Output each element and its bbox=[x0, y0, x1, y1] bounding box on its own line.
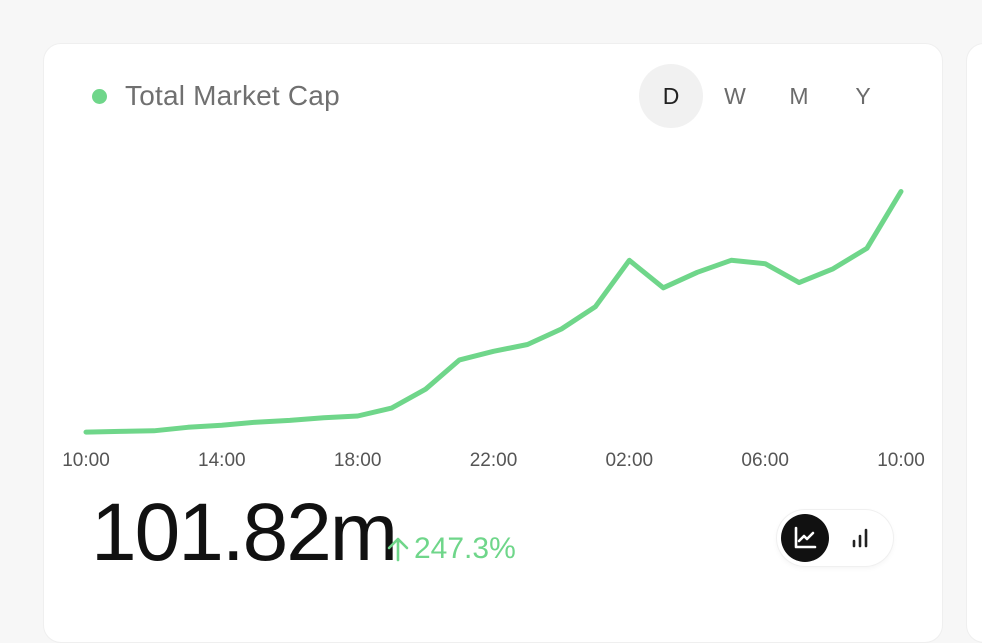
x-tick-label: 02:00 bbox=[606, 450, 654, 471]
x-tick-label: 14:00 bbox=[198, 450, 246, 471]
line-chart: 10:00 14:00 18:00 22:00 02:00 06:00 10:00 bbox=[62, 189, 925, 471]
tab-year[interactable]: Y bbox=[855, 82, 871, 109]
market-cap-value: 101.82m bbox=[91, 487, 398, 578]
legend-label: Total Market Cap bbox=[125, 80, 340, 111]
x-axis-ticks: 10:00 14:00 18:00 22:00 02:00 06:00 10:00 bbox=[62, 450, 925, 471]
adjacent-card bbox=[966, 43, 982, 643]
tab-week[interactable]: W bbox=[724, 82, 746, 109]
period-tabs: D W M Y bbox=[639, 64, 895, 128]
market-cap-card: Total Market Cap D W M Y 10:00 14:00 18:00… bbox=[43, 43, 943, 643]
line-chart-icon bbox=[794, 526, 817, 549]
legend-dot-icon bbox=[92, 88, 107, 104]
change-percent: 247.3% bbox=[414, 532, 516, 565]
bar-chart-view-button[interactable] bbox=[837, 514, 885, 562]
chart-view-toggle bbox=[777, 510, 893, 566]
bar-chart-icon bbox=[852, 528, 868, 548]
line-chart-view-button[interactable] bbox=[781, 514, 829, 562]
chart-legend: Total Market Cap bbox=[92, 80, 340, 112]
x-tick-label: 10:00 bbox=[877, 450, 925, 471]
x-tick-label: 18:00 bbox=[334, 450, 382, 471]
series-line-market-cap bbox=[83, 189, 904, 435]
arrow-up-icon bbox=[387, 537, 409, 562]
x-tick-label: 06:00 bbox=[741, 450, 789, 471]
change-indicator: 247.3% bbox=[386, 532, 516, 566]
tab-month[interactable]: M bbox=[789, 82, 809, 109]
x-tick-label: 10:00 bbox=[62, 450, 110, 471]
x-tick-label: 22:00 bbox=[470, 450, 518, 471]
tab-day[interactable]: D bbox=[639, 64, 703, 128]
